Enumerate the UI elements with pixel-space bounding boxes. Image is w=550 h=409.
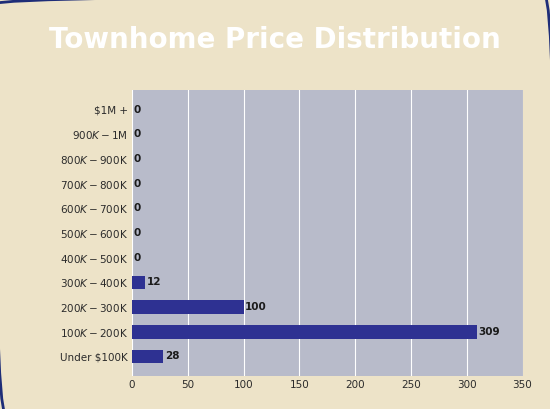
Text: 0: 0: [134, 253, 141, 263]
Text: 100: 100: [245, 302, 267, 312]
Text: 0: 0: [134, 154, 141, 164]
Text: 28: 28: [165, 351, 179, 362]
Text: 0: 0: [134, 228, 141, 238]
Text: Townhome Price Distribution: Townhome Price Distribution: [49, 26, 501, 54]
Text: 0: 0: [134, 105, 141, 115]
Text: 0: 0: [134, 179, 141, 189]
Bar: [132, 325, 477, 339]
Text: 309: 309: [478, 327, 500, 337]
Bar: [132, 276, 145, 289]
Bar: [132, 300, 244, 314]
Text: 12: 12: [147, 277, 162, 288]
Bar: [132, 350, 163, 363]
Text: 0: 0: [134, 129, 141, 139]
Text: 0: 0: [134, 203, 141, 213]
